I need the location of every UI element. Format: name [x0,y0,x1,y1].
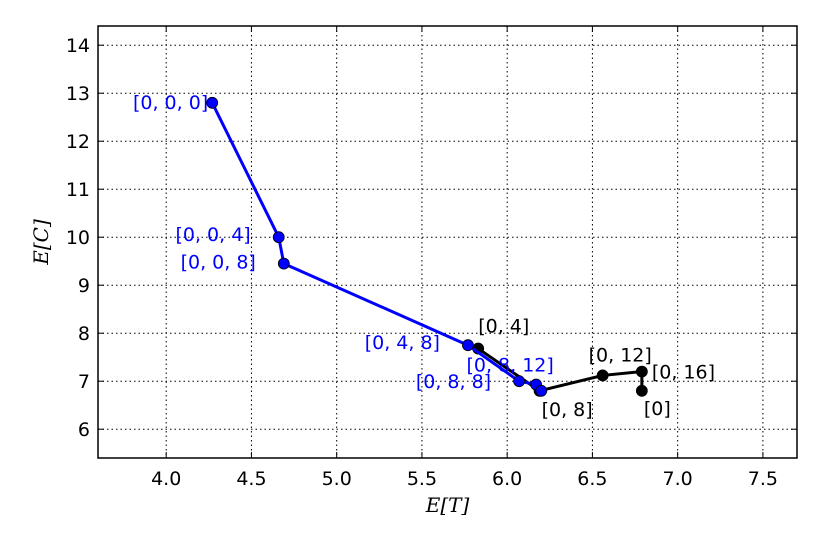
y-tick-label: 6 [78,419,90,441]
point-label: [0] [644,398,671,420]
plot-frame [97,25,798,459]
data-point [596,369,609,382]
point-label: [0, 4] [478,316,529,338]
point-label: [0, 0, 8] [181,252,256,274]
point-label: [0, 12] [589,344,652,366]
point-label: [0, 0, 0] [133,92,208,114]
y-tick-label: 13 [66,83,90,105]
y-tick-label: 9 [78,275,90,297]
point-label: [0, 0, 4] [175,224,250,246]
data-point [635,365,648,378]
x-tick-label: 5.0 [322,468,352,490]
y-tick-label: 7 [78,371,90,393]
series-0 [206,96,548,397]
x-tick-label: 6.0 [492,468,522,490]
data-point [462,339,474,352]
data-point [535,384,548,397]
x-tick-label: 4.5 [236,468,266,490]
data-point [206,96,219,109]
y-tick-label: 12 [66,131,90,153]
data-point [513,375,526,388]
y-tick-label: 8 [78,323,90,345]
data-point [635,384,648,397]
y-tick-label: 14 [66,35,90,57]
x-tick-label: 7.0 [663,468,693,490]
data-point [277,257,290,270]
grid-lines [98,26,797,458]
x-tick-label: 5.5 [407,468,437,490]
x-tick-label: 7.5 [748,468,778,490]
point-label: [0, 16] [652,362,715,384]
y-tick-label: 10 [66,227,90,249]
point-label: [0, 8] [542,399,593,421]
x-tick-label: 6.5 [577,468,607,490]
data-series [206,96,648,397]
x-tick-label: 4.0 [151,468,181,490]
data-point [272,231,285,244]
point-label: [0, 8, 8] [416,371,491,393]
y-axis-label: E[C] [29,219,53,266]
y-tick-label: 11 [66,179,90,201]
point-label: [0, 8, 12] [466,355,553,377]
point-label: [0, 4, 8] [365,332,440,354]
axis-ticks: 4.0 4.5 5.0 5.5 6.0 6.5 7.0 7.5 6 7 8 9 10 11 12 13 14 [66,26,797,490]
point-labels: [0, 4] [0, 8] [0, 12][0, 16] [0] [0, 0, 0] [0… [133,92,715,421]
x-axis-label: E[T] [425,493,470,517]
